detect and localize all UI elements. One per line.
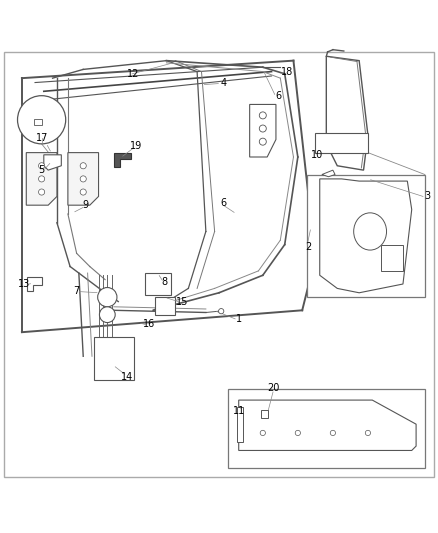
Polygon shape	[250, 104, 276, 157]
Circle shape	[80, 189, 86, 195]
Text: 5: 5	[39, 165, 45, 175]
Bar	[34, 119, 42, 125]
Circle shape	[39, 176, 45, 182]
Circle shape	[80, 163, 86, 169]
Text: 17: 17	[36, 133, 48, 143]
Text: 20: 20	[268, 383, 280, 393]
Ellipse shape	[354, 213, 387, 250]
Circle shape	[98, 287, 117, 307]
Circle shape	[80, 176, 86, 182]
Bar	[228, 389, 425, 468]
Circle shape	[39, 163, 45, 169]
Bar	[261, 410, 268, 418]
Circle shape	[99, 307, 115, 322]
Circle shape	[219, 309, 224, 314]
Text: 8: 8	[161, 277, 167, 287]
Bar	[381, 245, 403, 271]
Polygon shape	[326, 56, 368, 170]
Text: 15: 15	[176, 296, 188, 306]
Polygon shape	[27, 278, 42, 290]
Polygon shape	[114, 154, 131, 167]
Text: 4: 4	[220, 77, 226, 87]
Text: 14: 14	[121, 372, 133, 382]
Bar	[145, 273, 171, 295]
Text: 19: 19	[130, 141, 142, 151]
Circle shape	[18, 96, 66, 144]
Text: 11: 11	[233, 406, 245, 416]
Bar	[237, 407, 243, 442]
Text: 7: 7	[74, 286, 80, 296]
Circle shape	[260, 430, 265, 435]
Bar	[155, 297, 175, 314]
Polygon shape	[26, 152, 57, 205]
Text: 13: 13	[18, 279, 30, 289]
Circle shape	[39, 189, 45, 195]
Bar	[315, 133, 368, 152]
Circle shape	[259, 138, 266, 145]
Circle shape	[259, 112, 266, 119]
Text: 12: 12	[127, 69, 140, 79]
Bar	[94, 336, 134, 381]
Polygon shape	[44, 155, 61, 170]
Text: 6: 6	[275, 91, 281, 101]
Text: 16: 16	[143, 319, 155, 329]
Text: 3: 3	[424, 191, 430, 201]
Text: 1: 1	[236, 314, 242, 324]
Polygon shape	[68, 152, 99, 205]
Circle shape	[295, 430, 300, 435]
Text: 2: 2	[306, 242, 312, 252]
Polygon shape	[239, 400, 416, 450]
Text: 9: 9	[82, 200, 88, 210]
Circle shape	[330, 430, 336, 435]
Polygon shape	[322, 170, 335, 177]
Circle shape	[259, 125, 266, 132]
Bar	[307, 174, 425, 297]
Text: 10: 10	[311, 150, 324, 160]
Text: 18: 18	[281, 67, 293, 77]
Circle shape	[365, 430, 371, 435]
Polygon shape	[320, 179, 412, 293]
Text: 6: 6	[220, 198, 226, 208]
